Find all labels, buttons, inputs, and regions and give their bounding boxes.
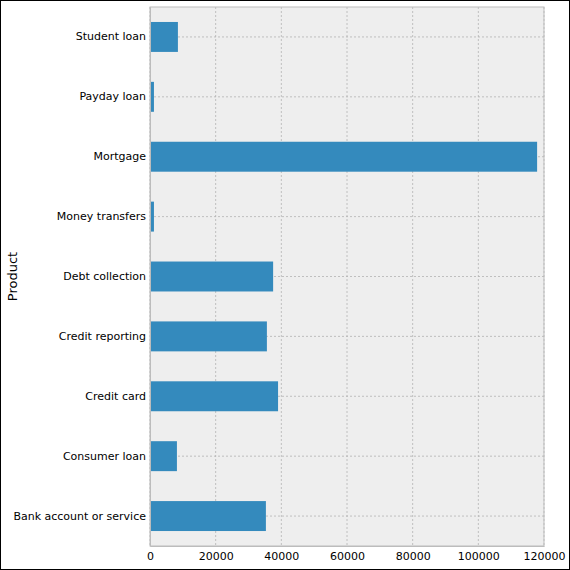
category-tick-label: Credit reporting: [59, 330, 146, 343]
plot-background: [150, 7, 544, 546]
value-tick: 80000: [396, 546, 431, 563]
value-tick: 0: [147, 546, 154, 563]
value-grid-line: [412, 7, 413, 546]
category-tick-label: Consumer loan: [63, 450, 146, 463]
value-grid-line: [281, 7, 282, 546]
value-tick-label: 100000: [458, 550, 500, 563]
y-axis-title: Product: [5, 252, 20, 301]
plot-frame: [150, 7, 544, 546]
figure-border: [1, 1, 570, 570]
bar: [150, 22, 178, 52]
value-axis: 0 20000 40000 60000 80000 100000 120000: [147, 546, 566, 563]
plot: 0 20000 40000 60000 80000 100000 120000 Bank ac…: [13, 7, 565, 563]
category-tick-label: Payday loan: [79, 90, 146, 103]
grid: [150, 7, 544, 546]
chart-svg: 0 20000 40000 60000 80000 100000 120000 Bank ac…: [0, 0, 570, 570]
category-tick: Bank account or service: [13, 510, 150, 523]
value-tick: 120000: [524, 546, 566, 563]
category-tick-label: Mortgage: [93, 150, 146, 163]
category-tick: Consumer loan: [63, 450, 150, 463]
category-tick-label: Credit card: [85, 390, 146, 403]
value-tick-label: 80000: [396, 550, 431, 563]
category-axis-line: [150, 8, 151, 547]
value-tick-label: 60000: [330, 550, 365, 563]
bar: [150, 262, 273, 292]
category-tick-label: Money transfers: [57, 210, 146, 223]
category-axis: Bank account or service Consumer loan Cred…: [13, 8, 150, 547]
category-tick: Payday loan: [79, 90, 150, 103]
value-axis-line: [151, 546, 545, 547]
chart-container: 0 20000 40000 60000 80000 100000 120000 Bank ac…: [0, 0, 570, 570]
value-tick: 40000: [264, 546, 299, 563]
bar: [150, 501, 266, 531]
value-tick-label: 40000: [264, 550, 299, 563]
bar: [150, 441, 177, 471]
bar: [150, 381, 278, 411]
category-grid-line: [150, 216, 544, 217]
value-tick: 20000: [199, 546, 234, 563]
category-tick: Credit reporting: [59, 330, 150, 343]
bars: [150, 22, 537, 531]
bar: [150, 321, 267, 351]
category-tick: Credit card: [85, 390, 150, 403]
value-tick-label: 0: [147, 550, 154, 563]
bar: [150, 142, 537, 172]
category-grid-line: [150, 36, 544, 37]
category-tick: Debt collection: [63, 270, 150, 283]
category-tick-label: Debt collection: [63, 270, 146, 283]
value-tick: 100000: [458, 546, 500, 563]
category-tick: Student loan: [76, 30, 150, 43]
category-tick-label: Student loan: [76, 30, 146, 43]
value-tick-label: 20000: [199, 550, 234, 563]
category-tick-label: Bank account or service: [13, 510, 146, 523]
category-tick: Mortgage: [93, 150, 150, 163]
value-tick: 60000: [330, 546, 365, 563]
category-grid-line: [150, 96, 544, 97]
category-tick: Money transfers: [57, 210, 150, 223]
category-grid-line: [150, 456, 544, 457]
value-tick-label: 120000: [524, 550, 566, 563]
